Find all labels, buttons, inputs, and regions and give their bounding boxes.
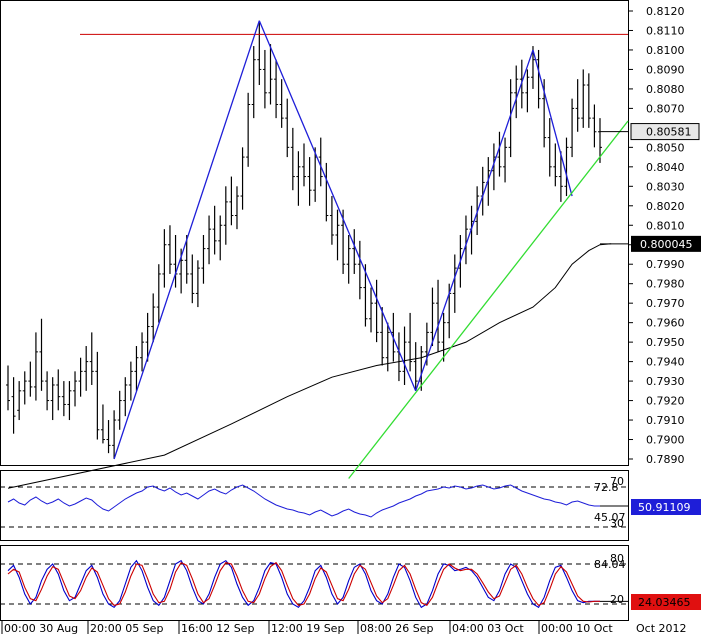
ma-price-box (631, 235, 701, 252)
rsi-value-box (631, 499, 701, 515)
price-bars (6, 20, 602, 459)
price-tick-label: 0.7970 (646, 297, 685, 310)
price-tick-label: 0.7920 (646, 395, 685, 408)
stoch-current-label: 24.03465 (638, 596, 691, 609)
price-tick-label: 0.7980 (646, 278, 685, 291)
price-overlays (7, 20, 629, 489)
stoch-k-line (7, 559, 600, 609)
price-tick-label: 0.7900 (646, 434, 685, 447)
price-tick-label: 0.7940 (646, 356, 685, 369)
stoch-max-label: 84.04 (594, 558, 626, 571)
pattern-line (415, 49, 534, 392)
last-price-leader (599, 131, 628, 148)
pattern-line (258, 20, 417, 392)
price-panel (0, 0, 629, 466)
price-tick-label: 0.7990 (646, 258, 685, 271)
price-tick-label: 0.8110 (646, 24, 685, 37)
x-period-label: Oct 2012 (636, 622, 687, 634)
price-tick-label: 0.8090 (646, 63, 685, 76)
rsi-panel (0, 470, 629, 541)
rsi-indicator: 70 30 72.8 45.07 50.91109 (0, 475, 701, 530)
stoch-panel (0, 545, 629, 621)
price-tick-label: 0.8020 (646, 200, 685, 213)
rsi-max-label: 72.8 (594, 481, 619, 494)
price-tick-label: 0.8100 (646, 44, 685, 57)
price-tick-label: 0.7890 (646, 453, 685, 466)
x-tick-label: 00:00 30 Aug (4, 622, 78, 634)
last-price-box (630, 123, 700, 141)
price-tick-label: 0.8030 (646, 180, 685, 193)
pattern-line (532, 49, 573, 197)
rsi-level-label: 70 (610, 475, 624, 488)
x-tick-label: 20:00 05 Sep (90, 622, 163, 634)
price-tick-label: 0.7930 (646, 375, 685, 388)
price-tick-label: 0.8050 (646, 141, 685, 154)
x-tick-label: 00:00 10 Oct (541, 622, 613, 634)
stoch-level-label: 80 (610, 552, 624, 565)
price-tick-label: 0.8080 (646, 83, 685, 96)
stoch-d-line (7, 561, 600, 607)
time-axis: 00:00 30 Aug 20:00 05 Sep 16:00 12 Sep 12:0… (1, 620, 687, 634)
stoch-value-box (631, 594, 701, 610)
x-tick-label: 08:00 26 Sep (360, 622, 433, 634)
price-tick-label: 0.8010 (646, 219, 685, 232)
x-tick-label: 04:00 03 Oct (452, 622, 524, 634)
support-trendline (348, 120, 629, 479)
moving-average-line (7, 243, 612, 489)
stoch-level-label: 20 (610, 593, 624, 606)
ma-price-label: 0.800045 (640, 238, 693, 251)
price-tick-label: 0.8120 (646, 5, 685, 18)
rsi-line (7, 484, 600, 518)
price-axis: 0.8120 0.8110 0.8100 0.8090 0.8080 0.8070 0.80… (628, 5, 685, 466)
rsi-level-label: 30 (610, 517, 624, 530)
last-price-label: 0.80581 (646, 126, 692, 139)
price-labels: 0.80581 0.800045 (599, 123, 701, 252)
price-tick-label: 0.7910 (646, 414, 685, 427)
price-tick-label: 0.7950 (646, 336, 685, 349)
price-tick-label: 0.8070 (646, 102, 685, 115)
price-tick-label: 0.8040 (646, 161, 685, 174)
price-tick-label: 0.7960 (646, 317, 685, 330)
x-tick-label: 12:00 19 Sep (271, 622, 344, 634)
x-tick-label: 16:00 12 Sep (181, 622, 254, 634)
rsi-min-label: 45.07 (594, 511, 626, 524)
pattern-line (113, 20, 260, 460)
stochastic-indicator: 80 20 84.04 24.03465 (0, 552, 701, 610)
rsi-current-label: 50.91109 (638, 501, 691, 514)
